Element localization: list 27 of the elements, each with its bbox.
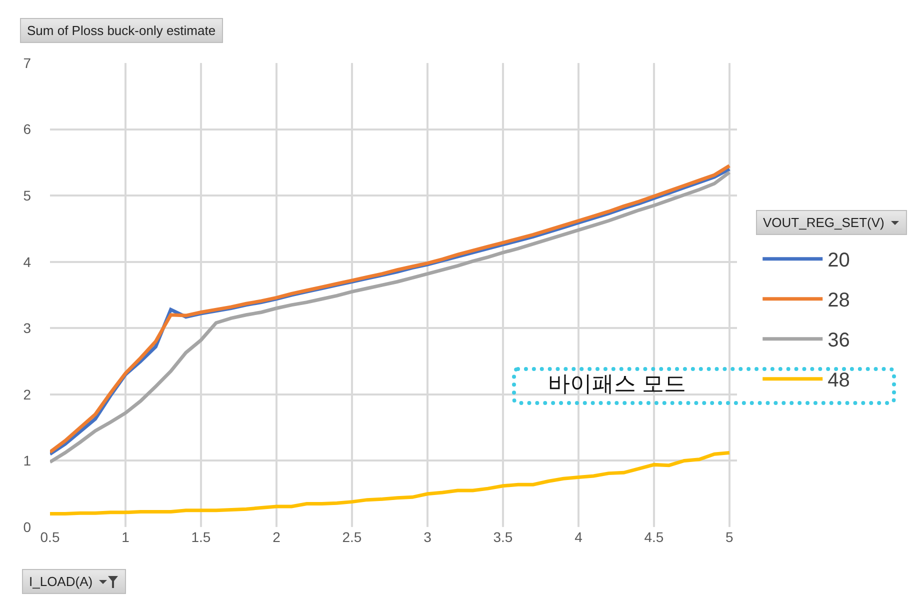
- x-axis-title: I_LOAD(A): [29, 574, 93, 589]
- y-tick-label: 4: [23, 254, 32, 270]
- x-tick-label: 2.5: [342, 529, 362, 545]
- x-tick-label: 3: [424, 529, 432, 545]
- legend-label: 28: [828, 290, 850, 312]
- x-tick-label: 2: [272, 529, 281, 545]
- x-tick-label: 1: [122, 529, 130, 545]
- y-tick-label: 5: [23, 187, 32, 204]
- y-tick-label: 0: [23, 518, 32, 535]
- legend-label: 36: [828, 330, 850, 352]
- annotation: 바이패스 모드: [548, 371, 686, 396]
- line-series: [50, 451, 732, 516]
- x-tick-label: 0.5: [40, 529, 60, 545]
- y-tick-label: 3: [23, 320, 32, 336]
- y-tick-label: 1: [23, 452, 32, 469]
- x-tick-label: 3.5: [493, 529, 513, 545]
- legend-label: 20: [828, 250, 850, 272]
- y-tick-label: 2: [23, 386, 32, 402]
- y-tick-label: 6: [23, 121, 32, 138]
- chart-title: Sum of Ploss buck-only estimate: [27, 23, 216, 38]
- legend-label: 48: [828, 370, 850, 392]
- x-tick-label: 5: [726, 529, 734, 545]
- legend-title: VOUT_REG_SET(V): [763, 215, 884, 230]
- y-tick-label: 7: [23, 54, 32, 71]
- x-tick-label: 4: [574, 529, 583, 545]
- x-tick-label: 1.5: [191, 529, 211, 545]
- x-tick-label: 4.5: [644, 529, 664, 545]
